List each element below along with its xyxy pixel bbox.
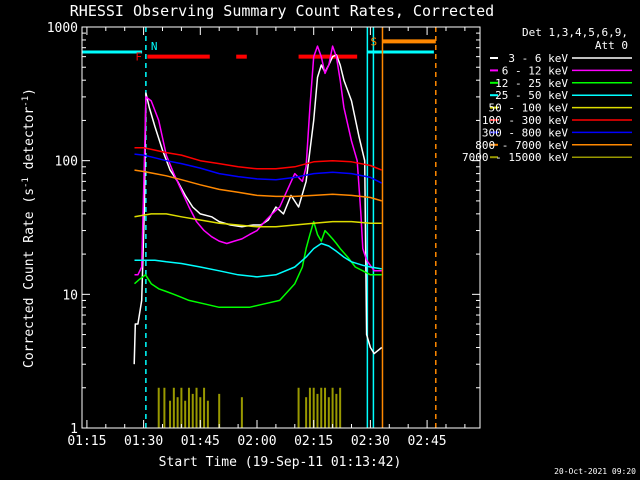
x-axis-label: Start Time (19-Sep-11 01:13:42): [159, 455, 402, 470]
legend-header-line1: Det 1,3,4,5,6,9,: [522, 26, 628, 39]
y-tick-label: 1: [70, 422, 78, 437]
x-tick-label: 01:15: [67, 434, 106, 449]
x-tick-label: 01:45: [181, 434, 220, 449]
series-line-1: [134, 45, 382, 276]
plot-frame: [81, 26, 481, 429]
x-tick-label: 02:15: [294, 434, 333, 449]
legend-label-4: 50 - 100 keV: [489, 102, 569, 115]
flare-label-S: S: [370, 35, 377, 48]
y-tick-label: 10: [62, 288, 78, 303]
series-line-4: [134, 213, 382, 228]
legend-label-8: 7000 - 15000 keV: [462, 151, 568, 164]
legend-label-0: 3 - 6 keV: [508, 52, 568, 65]
y-axis-label: Corrected Count Rate (s-1 detector-1): [21, 88, 37, 368]
axes: 1 10 100 1000 01:15 01:30 01:45 02:00 02:15 02:30…: [47, 21, 481, 449]
legend-label-6: 300 - 800 keV: [482, 126, 568, 139]
chart-title: RHESSI Observing Summary Count Rates, Co…: [70, 2, 494, 20]
series-line-7: [134, 169, 382, 202]
x-tick-label: 01:30: [124, 434, 163, 449]
y-tick-label: 1000: [47, 21, 78, 36]
legend-header-line2: Att 0: [595, 39, 628, 52]
series-layer: [133, 45, 383, 428]
legend-label-2: 12 - 25 keV: [495, 77, 568, 90]
series-line-6: [134, 153, 383, 184]
legend-label-5: 100 - 300 keV: [482, 114, 568, 127]
legend-label-3: 25 - 50 keV: [495, 89, 568, 102]
series-line-5: [134, 146, 382, 171]
x-tick-label: 02:45: [408, 434, 447, 449]
x-tick-label: 02:00: [237, 434, 276, 449]
legend-label-1: 6 - 12 keV: [502, 64, 569, 77]
series-line-2: [134, 220, 382, 309]
series-line-3: [134, 242, 382, 278]
flare-label-F: F: [135, 51, 142, 64]
legend-label-7: 800 - 7000 keV: [475, 139, 568, 152]
y-tick-label: 100: [55, 155, 78, 170]
x-tick-label: 02:30: [351, 434, 390, 449]
marker-label-N: N: [151, 40, 158, 53]
footer-timestamp: 20-Oct-2021 09:20: [554, 467, 636, 476]
